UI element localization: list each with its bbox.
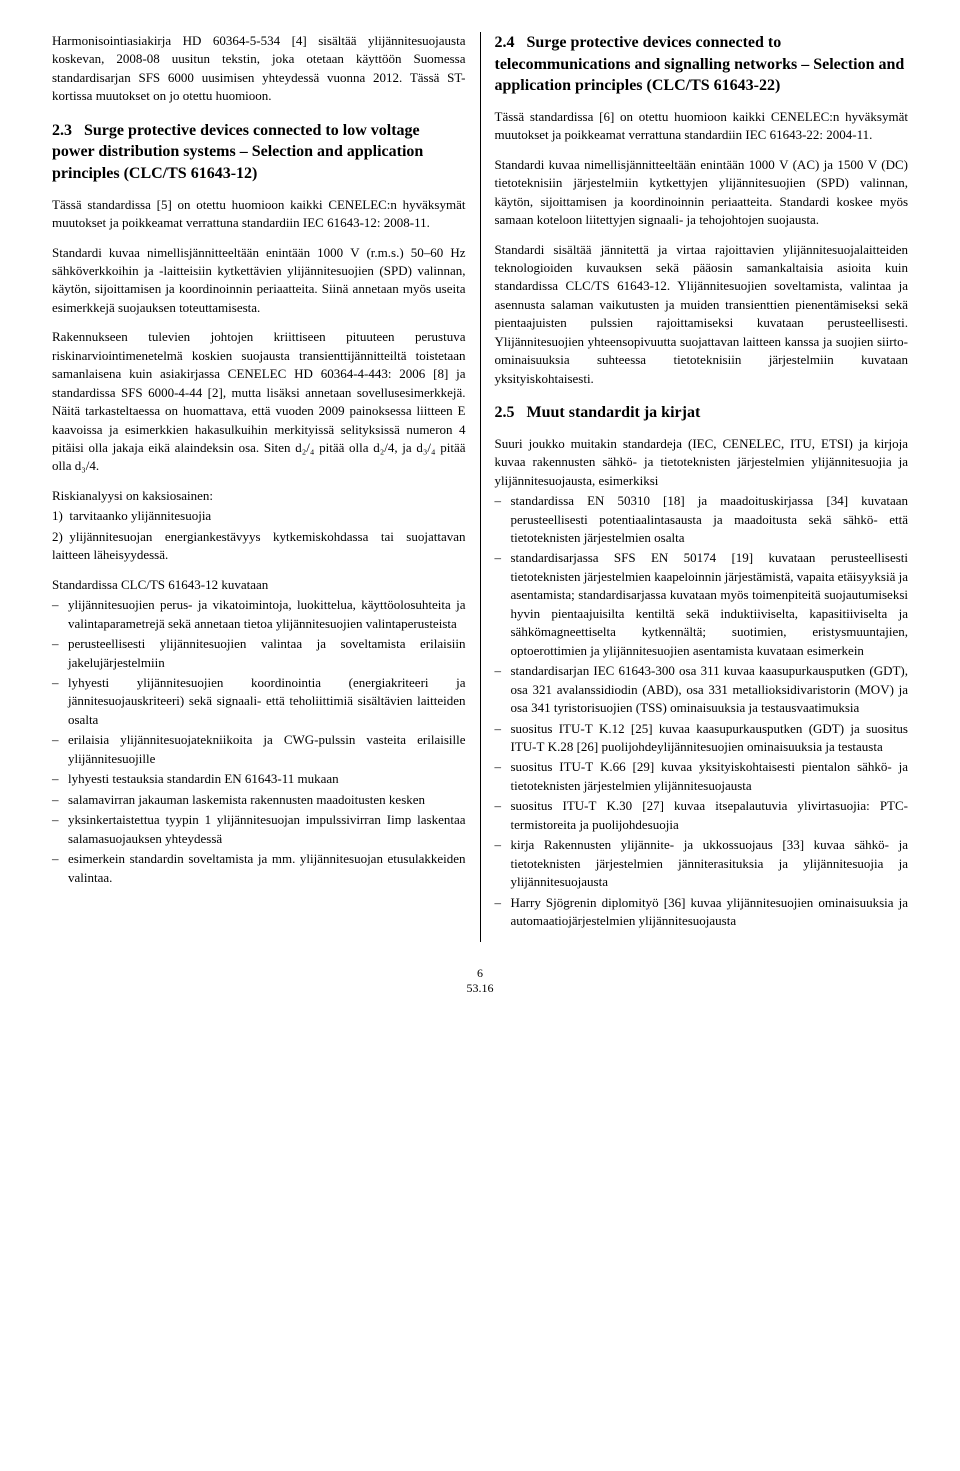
list-intro: Riskianalyysi on kaksiosainen: (52, 487, 466, 505)
heading-number: 2.4 (495, 32, 523, 54)
paragraph: Standardi kuvaa nimellisjännitteeltään e… (495, 156, 909, 230)
list-item: kirja Rakennusten ylijännite- ja ukkossu… (495, 836, 909, 891)
list-item: suositus ITU-T K.66 [29] kuvaa yksityisk… (495, 758, 909, 795)
list-item: standardisarjan IEC 61643-300 osa 311 ku… (495, 662, 909, 717)
list-item: lyhyesti testauksia standardin EN 61643-… (52, 770, 466, 788)
heading-text: Surge protective devices connected to lo… (52, 122, 423, 182)
list-item: suositus ITU-T K.30 [27] kuvaa itsepalau… (495, 797, 909, 834)
list-item: esimerkein standardin soveltamista ja mm… (52, 850, 466, 887)
dash-list: ylijännitesuojien perus- ja vikatoiminto… (52, 596, 466, 887)
list-item: suositus ITU-T K.12 [25] kuvaa kaasupurk… (495, 720, 909, 757)
page-number: 6 (38, 966, 922, 981)
list-intro: Standardissa CLC/TS 61643-12 kuvataan (52, 576, 466, 594)
list-item: lyhyesti ylijännitesuojien koordinointia… (52, 674, 466, 729)
dash-list: standardissa EN 50310 [18] ja maadoitusk… (495, 492, 909, 930)
paragraph: Rakennukseen tulevien johtojen kriittise… (52, 328, 466, 476)
paragraph: Tässä standardissa [5] on otettu huomioo… (52, 196, 466, 233)
list-item: salamavirran jakauman laskemista rakennu… (52, 791, 466, 809)
list-item: ylijännitesuojien perus- ja vikatoiminto… (52, 596, 466, 633)
list-item: standardissa EN 50310 [18] ja maadoitusk… (495, 492, 909, 547)
doc-number: 53.16 (38, 981, 922, 996)
list-item: perusteellisesti ylijännitesuojien valin… (52, 635, 466, 672)
list-item: erilaisia ylijännitesuojatekniikoita ja … (52, 731, 466, 768)
heading-number: 2.5 (495, 402, 523, 424)
list-item: standardisarjassa SFS EN 50174 [19] kuva… (495, 549, 909, 660)
list-item: 1) tarvitaanko ylijännitesuojia (52, 507, 466, 525)
paragraph: Standardi kuvaa nimellisjännitteeltään e… (52, 244, 466, 318)
paragraph: Harmonisointiasiakirja HD 60364-5-534 [4… (52, 32, 466, 106)
page-footer: 6 53.16 (38, 966, 922, 996)
list-item: yksinkertaistettua tyypin 1 ylijännitesu… (52, 811, 466, 848)
heading-2-3: 2.3 Surge protective devices connected t… (52, 120, 466, 185)
list-item: 2) ylijännitesuojan energiankestävyys ky… (52, 528, 466, 565)
heading-2-5: 2.5 Muut standardit ja kirjat (495, 402, 909, 424)
heading-text: Surge protective devices connected to te… (495, 34, 905, 94)
list-item: Harry Sjögrenin diplomityö [36] kuvaa yl… (495, 894, 909, 931)
heading-text: Muut standardit ja kirjat (527, 404, 701, 421)
paragraph: Standardi sisältää jännitettä ja virtaa … (495, 241, 909, 389)
numbered-list: Riskianalyysi on kaksiosainen: 1) tarvit… (52, 487, 466, 565)
heading-2-4: 2.4 Surge protective devices connected t… (495, 32, 909, 97)
paragraph: Tässä standardissa [6] on otettu huomioo… (495, 108, 909, 145)
paragraph: Suuri joukko muitakin standardeja (IEC, … (495, 435, 909, 490)
heading-number: 2.3 (52, 120, 80, 142)
